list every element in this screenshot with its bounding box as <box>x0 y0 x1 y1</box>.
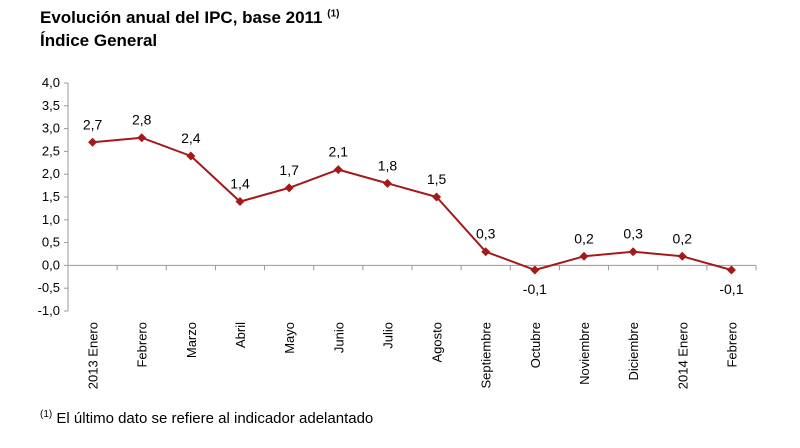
data-point-marker <box>333 165 343 175</box>
y-tick-label: 0,0 <box>42 257 60 272</box>
data-label: 2,1 <box>329 144 349 160</box>
x-tick-label: Abril <box>233 322 248 348</box>
data-point-marker <box>88 137 98 147</box>
footnote-marker: (1) <box>40 409 53 420</box>
x-tick-label: Febrero <box>724 322 739 368</box>
y-tick-label: 4,0 <box>42 75 60 90</box>
data-label: 0,2 <box>574 230 594 246</box>
y-tick-label: 1,5 <box>42 189 60 204</box>
data-point-marker <box>284 183 294 193</box>
data-label: 2,4 <box>181 130 201 146</box>
data-label: 0,3 <box>623 226 643 242</box>
y-tick-label: 3,5 <box>42 98 60 113</box>
x-tick-label: Julio <box>380 322 395 349</box>
data-point-marker <box>628 247 638 257</box>
x-tick-label: 2014 Enero <box>675 322 690 389</box>
x-tick-label: Octubre <box>528 322 543 368</box>
y-tick-label: 2,0 <box>42 166 60 181</box>
y-tick-label: -1,0 <box>38 303 60 318</box>
x-tick-label: Junio <box>331 322 346 353</box>
data-label: -0,1 <box>523 281 547 297</box>
data-point-marker <box>481 247 491 257</box>
x-tick-label: Septiembre <box>479 322 494 388</box>
data-point-marker <box>382 178 392 188</box>
data-label: 1,8 <box>378 157 398 173</box>
data-label: -0,1 <box>719 281 743 297</box>
data-point-marker <box>235 197 245 207</box>
x-tick-label: Marzo <box>184 322 199 358</box>
data-point-marker <box>677 251 687 261</box>
data-point-marker <box>530 265 540 275</box>
data-label: 2,7 <box>83 116 103 132</box>
x-tick-label: 2013 Enero <box>86 322 101 389</box>
title-line-2: Índice General <box>40 31 158 50</box>
data-label: 1,7 <box>279 162 299 178</box>
y-tick-label: 1,0 <box>42 212 60 227</box>
y-tick-label: -0,5 <box>38 280 60 295</box>
y-tick-label: 3,0 <box>42 121 60 136</box>
data-point-marker <box>579 251 589 261</box>
footnote: (1) El último dato se refiere al indicad… <box>40 409 374 428</box>
data-label: 1,5 <box>427 171 447 187</box>
data-point-marker <box>137 133 147 143</box>
y-tick-label: 2,5 <box>42 143 60 158</box>
data-point-marker <box>186 151 196 161</box>
data-label: 2,8 <box>132 112 152 128</box>
data-point-marker <box>432 192 442 202</box>
data-label: 0,3 <box>476 226 496 242</box>
series-line <box>92 136 732 271</box>
chart-title: Evolución anual del IPC, base 2011 (1) Í… <box>40 6 339 52</box>
x-tick-label: Diciembre <box>626 322 641 381</box>
x-tick-label: Noviembre <box>577 322 592 385</box>
x-tick-label: Mayo <box>282 322 297 354</box>
y-tick-label: 0,5 <box>42 235 60 250</box>
title-line-1: Evolución anual del IPC, base 2011 <box>40 8 323 27</box>
data-label: 1,4 <box>230 176 250 192</box>
data-point-marker <box>726 265 736 275</box>
data-label: 0,2 <box>673 230 693 246</box>
x-tick-label: Febrero <box>135 322 150 368</box>
title-footnote-marker: (1) <box>327 8 340 20</box>
x-tick-label: Agosto <box>430 322 445 362</box>
footnote-text: El último dato se refiere al indicador a… <box>56 410 374 427</box>
